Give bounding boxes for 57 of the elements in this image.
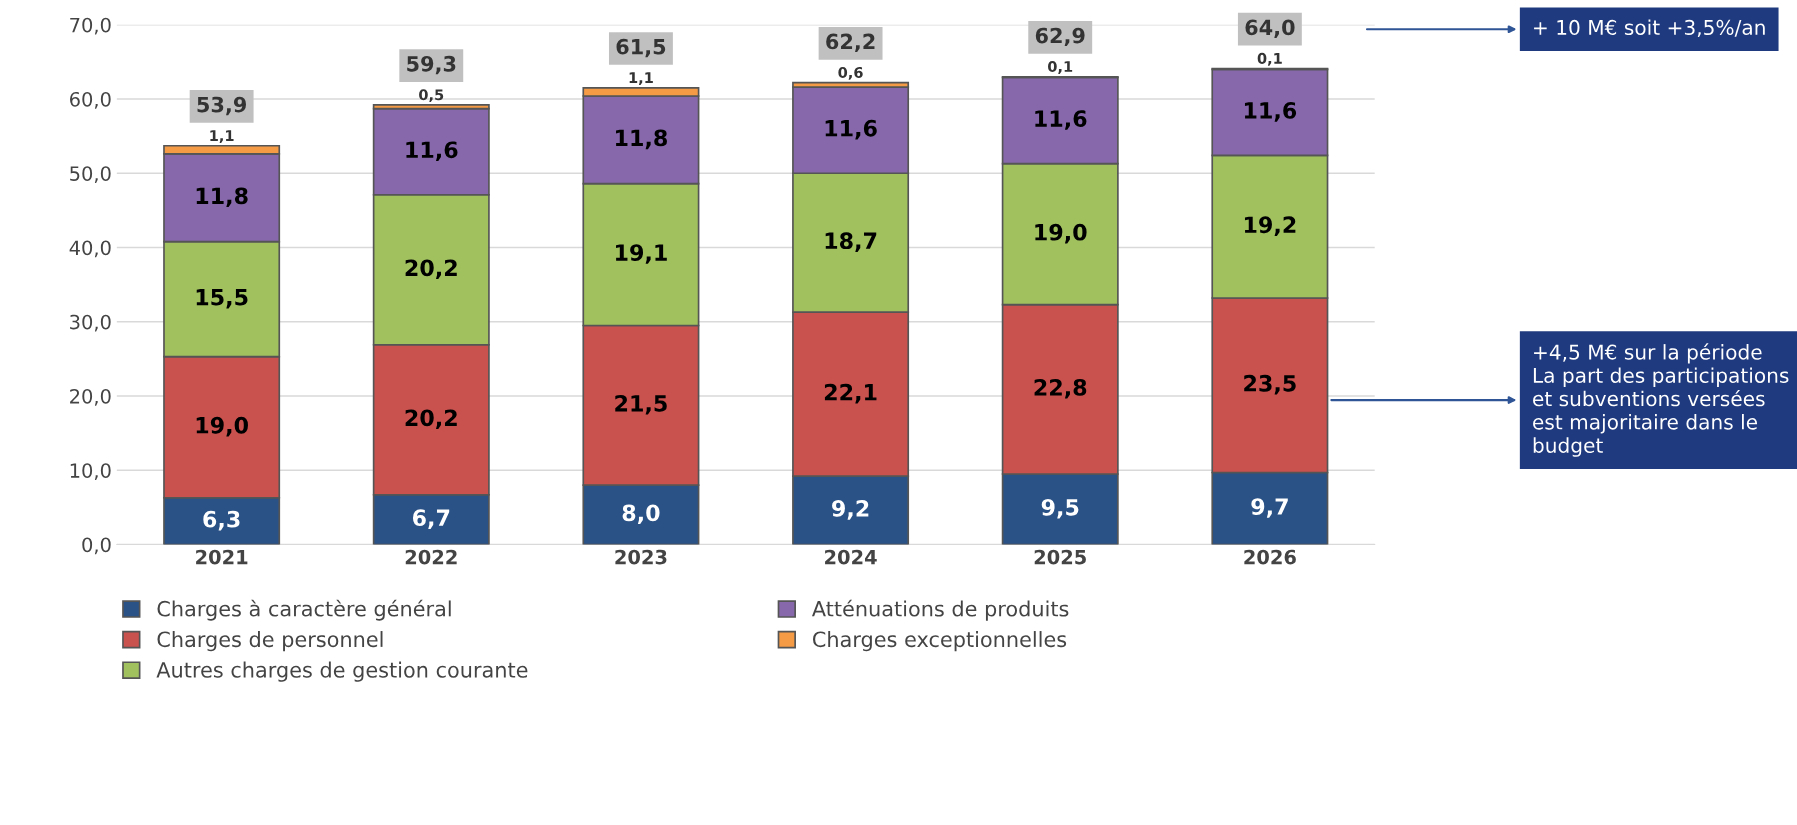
total-label: 62,2 (826, 33, 875, 53)
legend-label: Charges exceptionnelles (812, 631, 1067, 652)
data-label: 0,1 (1048, 61, 1073, 74)
data-label: 8,0 (622, 504, 660, 525)
data-label: 19,2 (1244, 216, 1296, 236)
data-label: 11,6 (406, 141, 458, 162)
legend-label: Charges de personnel (157, 631, 383, 652)
total-label: 62,9 (1035, 27, 1085, 47)
y-tick-label: 40,0 (69, 240, 111, 258)
data-label: 0,1 (1257, 52, 1282, 66)
y-tick-label: 20,0 (70, 388, 111, 406)
data-label: 0,6 (838, 66, 863, 80)
legend-label: Atténuations de produits (811, 599, 1069, 621)
y-tick-label: 70,0 (70, 17, 111, 35)
data-label: 11,8 (616, 129, 667, 150)
y-tick-label: 10,0 (70, 463, 111, 480)
data-label: 22,1 (824, 383, 877, 404)
y-tick-label: 0,0 (82, 537, 111, 555)
data-label: 11,6 (1035, 110, 1087, 130)
y-tick-label: 30,0 (70, 314, 111, 332)
data-label: 6,7 (412, 509, 450, 529)
x-tick-label: 2022 (405, 549, 457, 565)
y-tick-label: 60,0 (70, 91, 111, 109)
x-tick-label: 2025 (1034, 549, 1086, 565)
legend-label: Autres charges de gestion courante (156, 661, 528, 682)
data-label: 9,5 (1041, 498, 1079, 519)
data-label: 11,6 (1244, 102, 1297, 122)
total-label: 53,9 (197, 96, 246, 116)
total-label: 59,3 (407, 55, 456, 75)
text: + 10 M€ soit +3,5%/an (1534, 19, 1765, 38)
data-label: 20,2 (405, 259, 457, 280)
data-label: 19,0 (1035, 223, 1087, 244)
data-label: 1,1 (629, 72, 653, 86)
data-label: 11,6 (825, 119, 877, 140)
data-label: 15,5 (196, 289, 248, 309)
data-label: 23,5 (1244, 374, 1296, 395)
data-label: 9,2 (832, 499, 869, 520)
data-label: 6,3 (203, 510, 240, 531)
data-label: 22,8 (1034, 378, 1087, 399)
total-label: 64,0 (1245, 19, 1295, 38)
x-tick-label: 2023 (615, 549, 667, 565)
data-label: 9,7 (1251, 498, 1288, 518)
x-tick-label: 2026 (1244, 549, 1296, 565)
data-label: 18,7 (825, 232, 877, 252)
x-tick-label: 2024 (825, 549, 877, 565)
text: +4,5 M€ sur la période La part des participations et subventions versées est majoritaire dans le budget (1533, 343, 1789, 457)
y-tick-label: 50,0 (70, 166, 111, 183)
legend-label: Charges à caractère général (157, 599, 451, 621)
data-label: 1,1 (210, 130, 234, 143)
x-tick-label: 2021 (196, 549, 248, 565)
data-label: 20,2 (405, 409, 457, 430)
data-label: 19,1 (616, 244, 667, 264)
total-label: 61,5 (616, 38, 666, 58)
data-label: 0,5 (419, 89, 444, 103)
data-label: 19,0 (196, 416, 248, 437)
data-label: 21,5 (615, 394, 667, 415)
data-label: 11,8 (196, 187, 248, 208)
